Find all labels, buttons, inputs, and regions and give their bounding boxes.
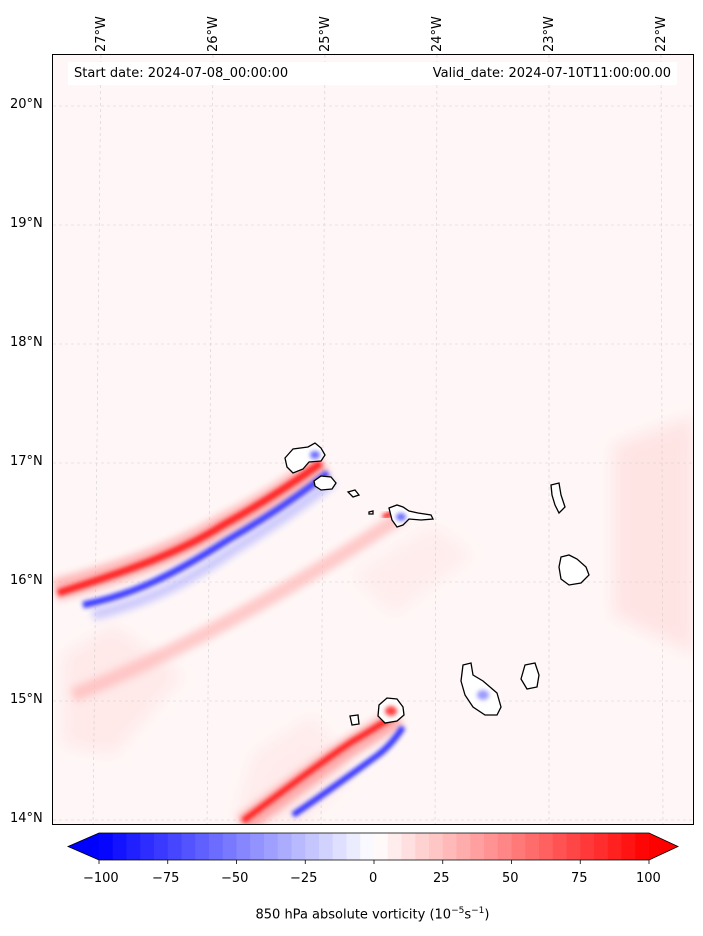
colorbar-tick-neg25: −25 xyxy=(290,871,318,886)
lon-label-25w: 25°W xyxy=(318,16,333,52)
colorbar-segment xyxy=(112,833,127,860)
colorbar-segment xyxy=(332,833,347,860)
wake-north xyxy=(53,454,337,620)
colorbar-segment xyxy=(401,833,416,860)
colorbar-segment xyxy=(277,833,292,860)
graticule xyxy=(53,55,693,824)
lon-label-24w: 24°W xyxy=(430,16,445,52)
colorbar-tick-100: 100 xyxy=(636,871,661,886)
colorbar-segment xyxy=(594,833,609,860)
colorbar-segment xyxy=(167,833,182,860)
island-interior-vorticity xyxy=(310,451,489,716)
island-santo-antao xyxy=(284,442,326,474)
colorbar-segment xyxy=(99,833,114,860)
colorbar-segment xyxy=(346,833,361,860)
colorbar-segment xyxy=(374,833,389,860)
colorbar-tick-50: 50 xyxy=(502,871,519,886)
island-branco xyxy=(368,510,374,515)
island-boa-vista xyxy=(558,554,590,586)
island-outlines xyxy=(284,442,590,726)
colorbar-segment xyxy=(154,833,169,860)
colorbar-segment xyxy=(264,833,279,860)
colorbar-segment xyxy=(635,833,650,860)
colorbar-outline xyxy=(66,832,679,861)
lon-label-26w: 26°W xyxy=(206,16,221,52)
lat-label-19n: 19°N xyxy=(10,216,43,231)
colorbar-segment xyxy=(387,833,402,860)
colorbar-segment xyxy=(195,833,210,860)
colorbar-segment xyxy=(222,833,237,860)
colorbar-segment xyxy=(236,833,251,860)
map-canvas xyxy=(53,55,693,824)
colorbar-segment xyxy=(291,833,306,860)
colorbar-segment xyxy=(250,833,265,860)
colorbar-segment xyxy=(607,833,622,860)
colorbar-segment xyxy=(319,833,334,860)
lon-label-23w: 23°W xyxy=(542,16,557,52)
colorbar-segment xyxy=(305,833,320,860)
colorbar-segment xyxy=(181,833,196,860)
colorbar-tick-75: 75 xyxy=(571,871,588,886)
lon-label-27w: 27°W xyxy=(94,16,109,52)
island-sao-nicolau xyxy=(388,504,435,528)
island-sao-vicente xyxy=(313,475,337,491)
lat-label-15n: 15°N xyxy=(10,692,43,707)
lon-label-22w: 22°W xyxy=(654,16,669,52)
colorbar-segment xyxy=(525,833,540,860)
weak-positive-vorticity-field xyxy=(63,415,693,824)
colorbar-segment xyxy=(552,833,567,860)
colorbar-segment xyxy=(580,833,595,860)
colorbar-segment xyxy=(360,833,375,860)
colorbar-segment xyxy=(126,833,141,860)
lat-label-20n: 20°N xyxy=(10,97,43,112)
island-maio xyxy=(520,662,540,690)
colorbar-max-extension xyxy=(649,833,678,860)
colorbar-segment xyxy=(209,833,224,860)
valid-date-text: Valid_date: 2024-07-10T11:00:00.00 xyxy=(432,66,671,81)
lat-label-16n: 16°N xyxy=(10,573,43,588)
island-santiago xyxy=(460,662,502,716)
colorbar-tick-neg75: −75 xyxy=(152,871,180,886)
colorbar-segment xyxy=(511,833,526,860)
colorbar-segment xyxy=(621,833,636,860)
wake-south xyxy=(237,708,406,824)
colorbar-segment xyxy=(566,833,581,860)
date-info-box: Start date: 2024-07-08_00:00:00 Valid_da… xyxy=(68,62,677,85)
island-sal xyxy=(550,482,566,515)
lat-label-14n: 14°N xyxy=(10,811,43,826)
colorbar-segment xyxy=(442,833,457,860)
colorbar-segment xyxy=(497,833,512,860)
colorbar-segment xyxy=(429,833,444,860)
colorbar-tick-neg100: −100 xyxy=(83,871,119,886)
lat-label-18n: 18°N xyxy=(10,335,43,350)
colorbar-segment xyxy=(539,833,554,860)
colorbar-title: 850 hPa absolute vorticity (10−5s−1) xyxy=(255,906,490,923)
lat-label-17n: 17°N xyxy=(10,454,43,469)
colorbar-segment xyxy=(140,833,155,860)
island-santa-luzia xyxy=(346,489,361,498)
start-date-text: Start date: 2024-07-08_00:00:00 xyxy=(74,66,289,81)
island-brava xyxy=(349,714,360,726)
colorbar-segment xyxy=(470,833,485,860)
colorbar-min-extension xyxy=(68,833,99,860)
colorbar-tick-0: 0 xyxy=(369,871,378,886)
colorbar-tick-25: 25 xyxy=(433,871,450,886)
vorticity-map xyxy=(52,54,694,825)
colorbar-segment xyxy=(456,833,471,860)
colorbar-tick-neg50: −50 xyxy=(221,871,249,886)
colorbar-segment xyxy=(484,833,499,860)
colorbar-segment xyxy=(415,833,430,860)
